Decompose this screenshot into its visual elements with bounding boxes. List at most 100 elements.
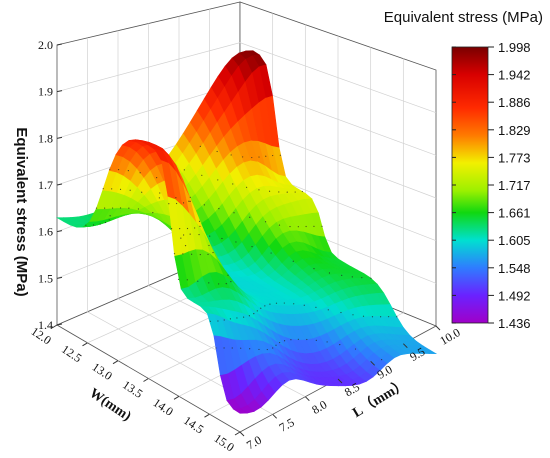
l-tick-label: 7.5 [277, 415, 297, 435]
contour-point [209, 235, 211, 237]
colorbar-ticks: 1.998 1.942 1.886 1.829 1.773 1.717 1.661 1.605… [452, 40, 531, 331]
w-tick-label: 13.0 [90, 360, 115, 383]
contour-point [95, 207, 98, 209]
w-tick-label: 14.5 [181, 413, 206, 436]
contour-point [297, 338, 299, 340]
contour-point [186, 227, 189, 230]
w-tick-mark [82, 342, 88, 347]
contour-point [292, 260, 294, 262]
contour-point [198, 233, 200, 236]
l-tick-label: 8.0 [309, 397, 329, 417]
z-tick-label: 1.4 [38, 318, 53, 332]
contour-point [283, 302, 285, 304]
contour-point [315, 306, 317, 308]
contour-point [179, 228, 181, 230]
z-tick-mark [56, 90, 63, 93]
contour-point [108, 219, 110, 221]
contour-point [218, 283, 220, 285]
contour-point [278, 191, 280, 193]
contour-point [396, 316, 398, 318]
contour-point [194, 227, 196, 229]
contour-point [278, 224, 281, 226]
contour-point [230, 281, 232, 283]
colorbar-tick-label: 1.773 [498, 150, 531, 165]
contour-point [109, 215, 111, 217]
contour-point [197, 280, 199, 282]
contour-point [189, 196, 191, 198]
contour-point [283, 340, 286, 342]
contour-point [85, 224, 87, 226]
w-tick-mark [204, 413, 210, 418]
colorbar-tick-label: 1.661 [498, 206, 531, 221]
contour-point [272, 154, 274, 157]
contour-point [183, 169, 185, 171]
contour-point [266, 348, 268, 351]
contour-point [275, 344, 277, 346]
contour-point [158, 197, 160, 199]
l-tick-label: 10.0 [437, 325, 462, 348]
contour-point [203, 204, 205, 206]
contour-point [326, 341, 328, 343]
contour-point [279, 341, 281, 344]
contour-point [315, 339, 317, 341]
contour-point [269, 303, 271, 305]
contour-point [381, 359, 383, 361]
contour-point [371, 316, 374, 318]
contour-point [268, 190, 271, 192]
contour-point [279, 154, 281, 156]
contour-point [354, 348, 357, 350]
contour-point [168, 203, 170, 205]
l-tick-label: 7.0 [244, 433, 264, 453]
contour-point [340, 311, 342, 314]
contour-point [294, 191, 296, 193]
contour-point [208, 282, 210, 284]
contour-point [272, 347, 274, 349]
l-tick-mark [337, 378, 343, 384]
contour-point [231, 347, 233, 349]
contour-point [191, 253, 193, 255]
l-tick-label: 8.5 [342, 380, 362, 400]
contour-point [270, 252, 272, 254]
z-tick-mark [56, 276, 63, 279]
contour-lines [85, 145, 398, 361]
contour-point [232, 183, 234, 185]
contour-point [240, 347, 242, 349]
contour-point [380, 316, 382, 318]
z-tick-mark [56, 136, 63, 139]
w-tick-label: 15.0 [212, 431, 237, 454]
contour-point [141, 191, 143, 193]
z-tick-label: 1.6 [38, 225, 53, 239]
contour-point [99, 223, 101, 225]
contour-point [260, 307, 262, 309]
l-tick-mark [402, 343, 408, 349]
contour-point [189, 233, 191, 235]
contour-point [248, 315, 250, 317]
contour-point [243, 316, 245, 318]
contour-point [182, 253, 184, 255]
z-tick-mark [56, 43, 63, 46]
z-tick-mark [56, 323, 63, 326]
contour-point [313, 225, 315, 227]
contour-point [212, 251, 214, 254]
l-tick-mark [370, 360, 376, 366]
contour-point [182, 202, 185, 204]
contour-point [370, 277, 372, 279]
l-axis-ticks: 7.0 7.5 8.0 8.5 9.0 9.5 10.0 [239, 325, 463, 453]
contour-point [199, 253, 201, 256]
contour-point [286, 191, 288, 193]
w-tick-label: 14.0 [151, 395, 176, 418]
z-tick-label: 1.5 [38, 271, 53, 285]
contour-point [217, 320, 219, 322]
contour-point [199, 145, 201, 147]
contour-point [275, 302, 278, 304]
colorbar-tick-label: 1.436 [498, 316, 531, 331]
contour-point [117, 168, 120, 171]
contour-point [249, 216, 251, 218]
contour-point [264, 221, 267, 223]
w-tick-mark [143, 378, 149, 382]
colorbar-tick-label: 1.829 [498, 123, 531, 138]
contour-point [119, 188, 122, 190]
contour-point [258, 348, 260, 351]
z-tick-mark [56, 230, 63, 233]
contour-point [188, 200, 190, 202]
